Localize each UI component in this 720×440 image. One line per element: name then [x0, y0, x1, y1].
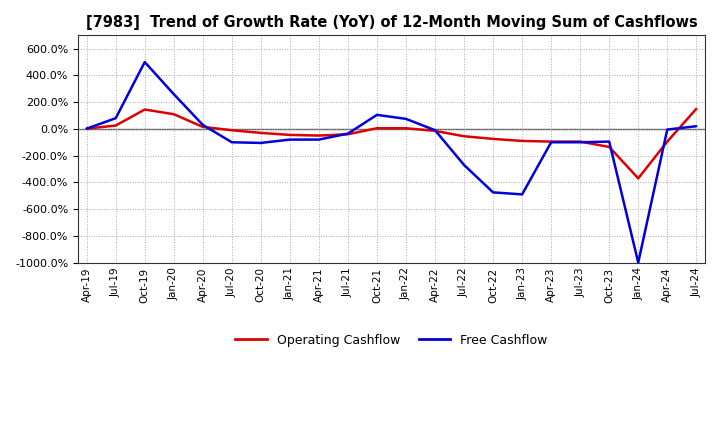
Legend: Operating Cashflow, Free Cashflow: Operating Cashflow, Free Cashflow — [230, 329, 552, 352]
Title: [7983]  Trend of Growth Rate (YoY) of 12-Month Moving Sum of Cashflows: [7983] Trend of Growth Rate (YoY) of 12-… — [86, 15, 698, 30]
